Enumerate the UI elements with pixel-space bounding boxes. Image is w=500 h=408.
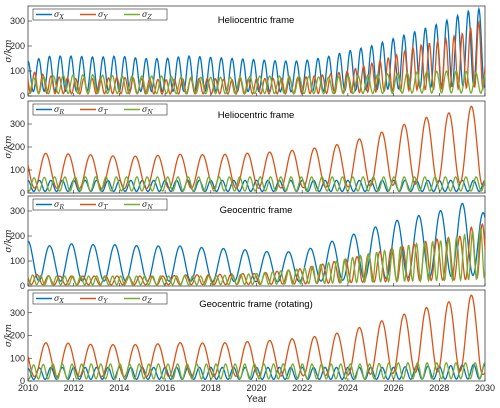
series-line: [27, 20, 486, 95]
x-tick-label: 2024: [338, 383, 358, 393]
y-tick-label: 0: [20, 188, 25, 198]
legend-label: σT: [98, 105, 108, 116]
x-tick-label: 2010: [18, 383, 38, 393]
legend: σX σY σZ: [32, 8, 168, 21]
plot-frame: [27, 195, 486, 287]
legend-label: σY: [98, 10, 108, 21]
series-line: [27, 105, 486, 190]
y-tick-label: 0: [20, 91, 25, 101]
x-tick-label: 2016: [155, 383, 175, 393]
y-axis-label: σ/km: [4, 229, 14, 252]
y-tick-label: 100: [10, 66, 25, 76]
legend: σX σY σZ: [32, 292, 168, 305]
legend-label: σR: [54, 105, 64, 116]
subplot-4: 0 100 200 300 σ/km Geocentric frame (rotating…: [4, 289, 486, 386]
subplot-3: 0 100 200 300 σ/km Geocentric frame σR σT σN: [4, 195, 486, 291]
y-tick-label: 0: [20, 376, 25, 386]
legend-box: [32, 103, 168, 116]
legend-box: [32, 8, 168, 21]
y-tick-label: 200: [10, 142, 25, 152]
y-axis-label: σ/km: [4, 324, 14, 347]
x-tick-label: 2028: [429, 383, 449, 393]
panel-title: Heliocentric frame: [218, 15, 295, 26]
legend-box: [32, 292, 168, 305]
x-tick-label: 2018: [201, 383, 221, 393]
x-tick-label: 2014: [109, 383, 129, 393]
legend-label: σT: [98, 200, 108, 211]
series-line: [27, 176, 486, 192]
legend: σR σT σN: [32, 198, 168, 211]
y-tick-label: 0: [20, 281, 25, 291]
legend: σR σT σN: [32, 103, 168, 116]
series-line: [27, 70, 486, 95]
x-tick-label: 2022: [292, 383, 312, 393]
legend-label: σZ: [142, 10, 152, 21]
x-tick-label: 2030: [475, 383, 495, 393]
panel-title: Geocentric frame: [220, 205, 293, 216]
legend-label: σX: [54, 294, 64, 305]
y-tick-label: 200: [10, 41, 25, 51]
y-tick-label: 200: [10, 231, 25, 241]
series-line: [27, 179, 486, 193]
y-tick-label: 300: [10, 206, 25, 216]
x-tick-label: 2020: [246, 383, 266, 393]
legend-box: [32, 198, 168, 211]
legend-label: σY: [98, 294, 108, 305]
panel-title: Geocentric frame (rotating): [199, 299, 313, 310]
y-axis-label: σ/km: [4, 39, 14, 62]
subplot-2: 0 100 200 300 σ/km Heliocentric frame σR σT σN: [4, 100, 486, 198]
x-tick-label: 2026: [384, 383, 404, 393]
y-axis-label: σ/km: [4, 135, 14, 158]
legend-label: σX: [54, 10, 64, 21]
series-line: [27, 202, 486, 283]
x-axis-label: Year: [246, 394, 267, 405]
y-tick-label: 300: [10, 308, 25, 318]
x-tick-label: 2012: [64, 383, 84, 393]
series-line: [27, 361, 486, 380]
legend-label: σN: [142, 200, 153, 211]
y-tick-label: 100: [10, 353, 25, 363]
y-tick-label: 100: [10, 256, 25, 266]
panel-title: Heliocentric frame: [218, 110, 295, 121]
legend-label: σN: [142, 105, 153, 116]
y-tick-label: 300: [10, 119, 25, 129]
y-tick-label: 200: [10, 331, 25, 341]
y-tick-label: 300: [10, 16, 25, 26]
legend-label: σZ: [142, 294, 152, 305]
legend-label: σR: [54, 200, 64, 211]
series-line: [27, 226, 486, 286]
y-tick-label: 100: [10, 165, 25, 175]
subplot-1: 0 100 200 300 σ/km Heliocentric frame σX σY σZ: [4, 5, 486, 101]
